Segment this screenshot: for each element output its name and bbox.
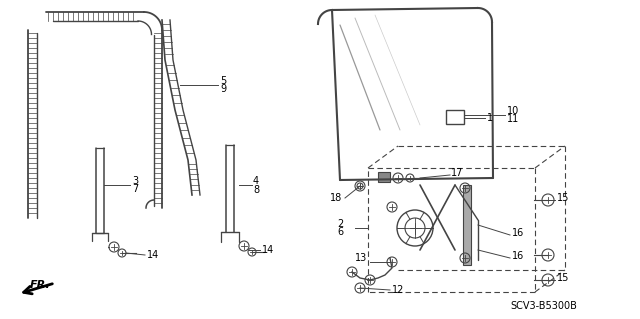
Text: 15: 15 [557,193,570,203]
Text: 11: 11 [507,114,519,124]
Text: 14: 14 [147,250,159,260]
Text: 15: 15 [557,273,570,283]
Text: 10: 10 [507,106,519,116]
Text: 14: 14 [262,245,275,255]
Text: 16: 16 [512,251,524,261]
Text: 16: 16 [512,228,524,238]
Text: 1: 1 [487,113,493,123]
Text: 7: 7 [132,184,138,194]
Text: 18: 18 [330,193,342,203]
Text: 6: 6 [337,227,343,237]
Text: 9: 9 [220,84,226,94]
Text: 5: 5 [220,76,227,86]
Text: SCV3-B5300B: SCV3-B5300B [510,301,577,311]
Text: 3: 3 [132,176,138,186]
Text: 4: 4 [253,176,259,186]
Text: 17: 17 [451,168,463,178]
Text: 8: 8 [253,185,259,195]
Text: 12: 12 [392,285,404,295]
Bar [446,110,464,124]
Text: FR.: FR. [30,280,51,290]
Bar [378,172,390,182]
Text: 13: 13 [355,253,367,263]
Bar [463,185,471,265]
Text: 2: 2 [337,219,343,229]
